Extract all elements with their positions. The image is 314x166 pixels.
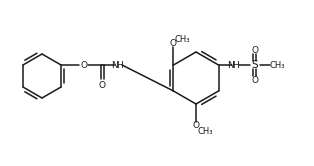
Text: O: O xyxy=(170,39,177,47)
Text: O: O xyxy=(99,81,106,89)
Text: O: O xyxy=(251,45,258,54)
Text: CH₃: CH₃ xyxy=(175,35,190,43)
Text: O: O xyxy=(81,60,88,70)
Text: CH₃: CH₃ xyxy=(197,126,213,135)
Text: O: O xyxy=(192,122,199,130)
Text: S: S xyxy=(251,60,258,70)
Text: H: H xyxy=(116,60,122,70)
Text: O: O xyxy=(251,76,258,84)
Text: H: H xyxy=(232,60,239,70)
Text: CH₃: CH₃ xyxy=(270,60,285,70)
Text: N: N xyxy=(111,60,117,70)
Text: N: N xyxy=(227,60,234,70)
